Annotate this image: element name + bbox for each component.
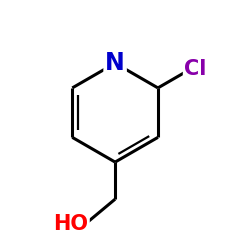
Text: N: N [105,51,125,75]
Text: Cl: Cl [184,59,207,80]
Text: HO: HO [53,214,88,234]
